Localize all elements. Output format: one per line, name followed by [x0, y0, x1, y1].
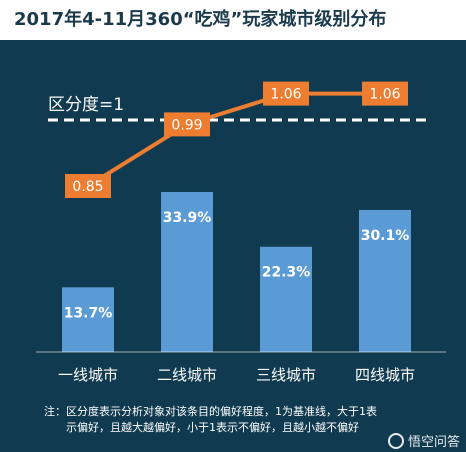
bar-2	[161, 191, 213, 352]
x-tick-label-1: 一线城市	[58, 366, 118, 384]
bars-layer: 13.7% 33.9% 22.3% 30.1%	[62, 191, 411, 352]
line-point-1	[65, 174, 111, 198]
bar-label-2: 33.9%	[163, 210, 212, 226]
line-point-2	[164, 112, 210, 137]
line-label-1: 0.85	[72, 179, 103, 195]
line-label-4: 1.06	[369, 87, 400, 103]
line-label-2: 0.99	[171, 117, 202, 133]
watermark-text: 悟空问答	[407, 435, 460, 450]
baseline-label: 区分度=1	[48, 95, 124, 115]
distinction-line	[86, 91, 385, 188]
bar-3	[260, 246, 312, 352]
wukong-logo-icon	[387, 432, 404, 449]
bar-1	[62, 287, 114, 352]
line-point-3	[263, 81, 309, 106]
line-label-3: 1.06	[270, 87, 301, 103]
chart-area: 13.7% 33.9% 22.3% 30.1% 区分度=1 0.85 0.99 1.06 1…	[36, 81, 446, 384]
bar-label-4: 30.1%	[361, 228, 410, 244]
bar-4	[359, 209, 411, 352]
watermark: 悟空问答	[387, 431, 460, 450]
line-layer: 0.85 0.99 1.06 1.06	[65, 81, 408, 198]
chart-title: 2017年4-11月360“吃鸡”玩家城市级别分布	[0, 0, 466, 40]
x-tick-label-3: 三线城市	[256, 366, 316, 384]
footnote-line-1: 注：区分度表示分析对象对该条目的偏好程度，1为基准线，大于1表	[44, 405, 377, 418]
x-tick-label-2: 二线城市	[157, 366, 217, 384]
footnote-line-2: 示偏好，且越大越偏好，小于1表示不偏好，且越小越不偏好	[66, 421, 359, 434]
bar-label-1: 13.7%	[64, 305, 113, 321]
line-point-4	[362, 81, 408, 106]
x-labels: 一线城市 二线城市 三线城市 四线城市	[58, 366, 415, 384]
x-tick-label-4: 四线城市	[355, 366, 415, 384]
bar-label-3: 22.3%	[262, 265, 311, 281]
footnote: 注：区分度表示分析对象对该条目的偏好程度，1为基准线，大于1表 示偏好，且越大越…	[44, 404, 444, 436]
